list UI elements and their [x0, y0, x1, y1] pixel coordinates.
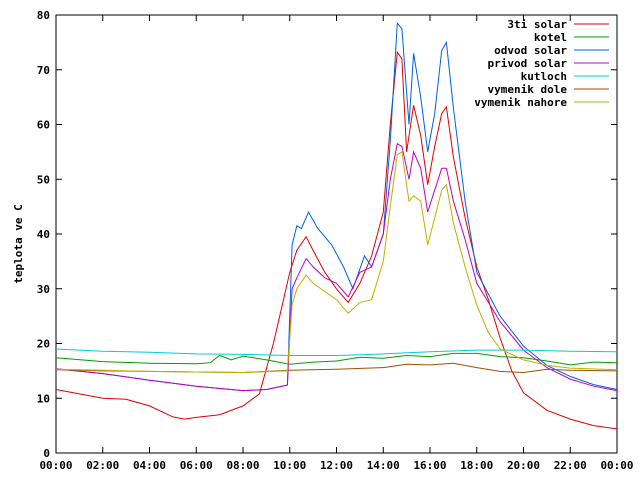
series-line-vymenik-nahore	[55, 151, 618, 374]
y-tick-label: 40	[37, 228, 50, 241]
y-tick-label: 70	[37, 64, 50, 77]
legend-label: kotel	[534, 31, 567, 44]
y-tick-label: 10	[37, 392, 50, 405]
x-tick-label: 08:00	[226, 459, 259, 472]
x-tick-label: 00:00	[39, 459, 72, 472]
legend-label: privod solar	[488, 57, 568, 70]
tick-marks	[55, 14, 618, 454]
y-tick-label: 30	[37, 283, 50, 296]
series-line-kotel	[55, 352, 618, 366]
x-tick-label: 02:00	[86, 459, 119, 472]
series-line-3ti-solar	[55, 50, 618, 430]
y-axis-label: teplota ve C	[12, 204, 25, 283]
y-tick-label: 60	[37, 119, 50, 132]
legend-label: vymenik dole	[488, 83, 568, 96]
x-tick-label: 12:00	[320, 459, 353, 472]
y-tick-label: 20	[37, 338, 50, 351]
x-tick-label: 00:00	[600, 459, 633, 472]
legend-label: vymenik nahore	[474, 96, 567, 109]
legend-label: odvod solar	[494, 44, 567, 57]
x-tick-label: 20:00	[507, 459, 540, 472]
series-line-privod-solar	[55, 142, 618, 392]
x-tick-label: 06:00	[180, 459, 213, 472]
x-tick-label: 14:00	[367, 459, 400, 472]
y-tick-label: 0	[43, 447, 50, 460]
legend-label: kutloch	[521, 70, 567, 83]
x-tick-labels: 00:00 02:00 04:00 06:00 08:00 10:00 12:00 14:00…	[39, 459, 633, 472]
series-lines	[55, 21, 618, 430]
series-line-kutloch	[55, 348, 618, 356]
y-tick-label: 80	[37, 9, 50, 22]
x-tick-label: 22:00	[554, 459, 587, 472]
y-tick-labels: 0 10 20 30 40 50 60 70 80	[37, 9, 50, 460]
x-tick-label: 18:00	[460, 459, 493, 472]
x-tick-label: 10:00	[273, 459, 306, 472]
x-tick-label: 16:00	[413, 459, 446, 472]
y-tick-label: 50	[37, 173, 50, 186]
x-tick-label: 04:00	[133, 459, 166, 472]
legend-label: 3ti solar	[507, 18, 567, 31]
